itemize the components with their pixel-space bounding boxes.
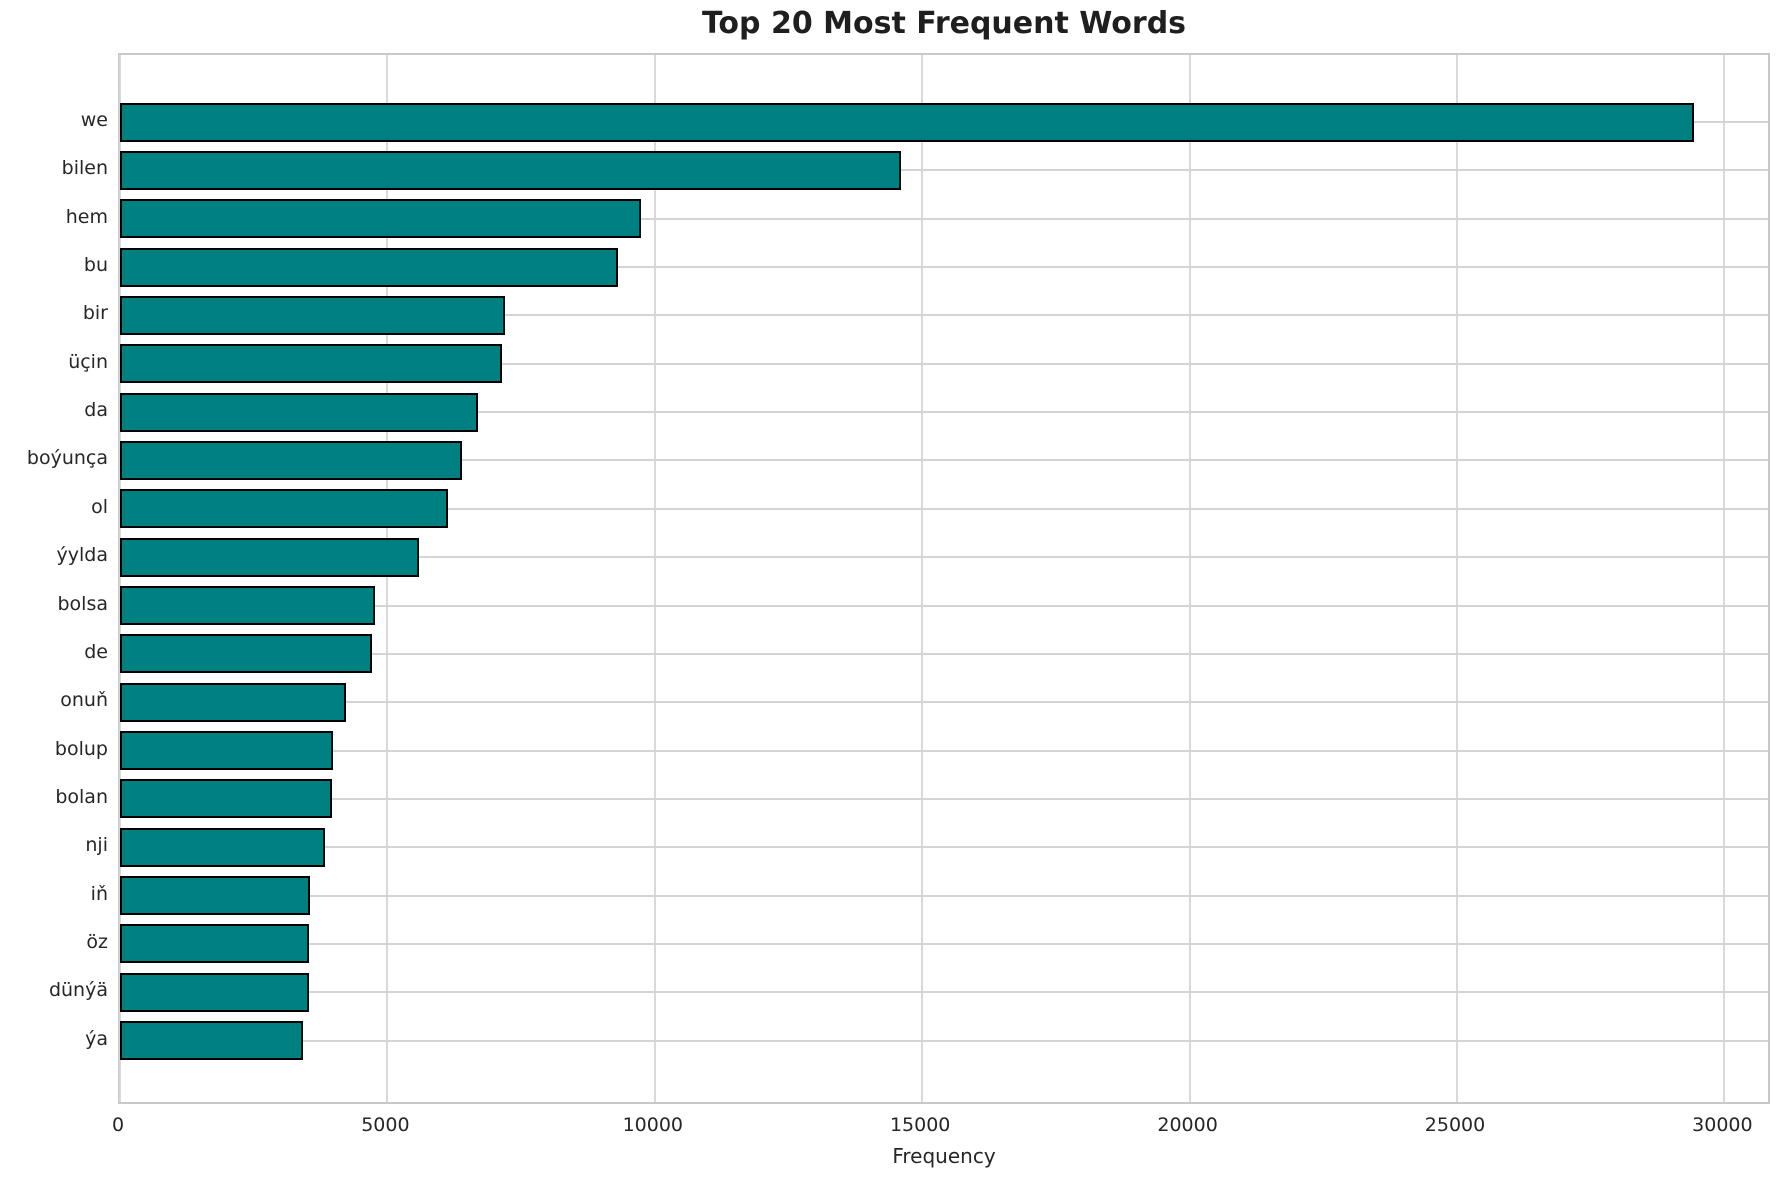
bar-da	[120, 392, 478, 432]
gridline-horizontal	[120, 507, 1768, 510]
y-tick-label: bolup	[54, 737, 108, 760]
x-axis-title: Frequency	[892, 1144, 996, 1168]
y-tick-label: hem	[65, 205, 108, 228]
x-tick-label: 30000	[1692, 1114, 1753, 1136]
gridline-horizontal	[120, 266, 1768, 269]
gridline-horizontal	[120, 652, 1768, 655]
y-tick-label: da	[84, 399, 108, 422]
bar-dünýä	[120, 972, 309, 1012]
x-tick-label: 25000	[1424, 1114, 1486, 1136]
gridline-horizontal	[120, 556, 1768, 559]
bar-üçin	[120, 344, 503, 384]
bar-we	[120, 102, 1695, 142]
bar-hem	[120, 199, 641, 239]
gridline-horizontal	[120, 894, 1768, 897]
y-tick-label: nji	[85, 834, 108, 857]
chart-title: Top 20 Most Frequent Words	[701, 6, 1187, 41]
y-tick-label: we	[80, 109, 108, 131]
bar-iň	[120, 876, 310, 916]
gridline-vertical	[1188, 55, 1191, 1102]
y-tick-label: öz	[86, 930, 108, 953]
bar-de	[120, 634, 373, 674]
gridline-horizontal	[120, 169, 1768, 172]
bar-bilen	[120, 150, 902, 190]
bar-ýa	[120, 1021, 304, 1061]
gridline-vertical	[1723, 55, 1726, 1102]
y-tick-label: ol	[91, 495, 108, 518]
y-tick-label: bolsa	[57, 592, 108, 615]
gridline-horizontal	[120, 217, 1768, 220]
bar-ýylda	[120, 537, 420, 577]
gridline-horizontal	[120, 411, 1768, 414]
y-tick-label: bilen	[61, 157, 108, 180]
bar-boýunça	[120, 440, 462, 480]
y-tick-label: iň	[90, 882, 108, 905]
bar-bir	[120, 295, 505, 335]
gridline-horizontal	[120, 314, 1768, 317]
y-tick-label: ýa	[85, 1027, 108, 1050]
x-tick-label: 0	[111, 1114, 125, 1136]
gridline-vertical	[653, 55, 656, 1102]
gridline-vertical	[1456, 55, 1458, 1102]
y-tick-label: dünýä	[48, 979, 108, 1002]
y-tick-label: bolan	[55, 785, 108, 808]
gridline-horizontal	[120, 701, 1768, 704]
gridline-horizontal	[120, 942, 1768, 945]
gridline-vertical	[119, 55, 121, 1102]
y-tick-label: bu	[83, 254, 108, 277]
y-tick-label: üçin	[68, 350, 108, 373]
gridline-vertical	[921, 55, 924, 1102]
gridline-vertical	[386, 55, 389, 1102]
bar-öz	[120, 924, 310, 964]
y-tick-label: ýylda	[56, 544, 108, 567]
bar-bolan	[120, 779, 332, 819]
gridline-horizontal	[120, 991, 1768, 994]
bar-bolsa	[120, 586, 376, 625]
gridline-horizontal	[120, 846, 1768, 849]
gridline-horizontal	[120, 459, 1768, 462]
bar-bolup	[120, 731, 333, 771]
y-tick-label: de	[84, 640, 108, 663]
x-tick-label: 10000	[622, 1114, 684, 1136]
bar-ol	[120, 489, 448, 529]
bar-bu	[120, 247, 619, 287]
y-tick-label: boýunça	[26, 447, 108, 470]
gridline-horizontal	[120, 797, 1768, 800]
gridline-horizontal	[120, 1039, 1768, 1042]
bar-nji	[120, 827, 325, 867]
x-tick-label: 5000	[361, 1114, 410, 1136]
gridline-horizontal	[120, 749, 1768, 752]
y-tick-label: onuň	[60, 689, 108, 712]
plot-area	[118, 53, 1770, 1104]
y-tick-label: bir	[82, 302, 108, 325]
gridline-horizontal	[120, 362, 1768, 365]
x-tick-label: 15000	[889, 1114, 951, 1136]
x-tick-label: 20000	[1157, 1114, 1218, 1136]
gridline-horizontal	[120, 604, 1768, 607]
bar-onuň	[120, 682, 346, 722]
